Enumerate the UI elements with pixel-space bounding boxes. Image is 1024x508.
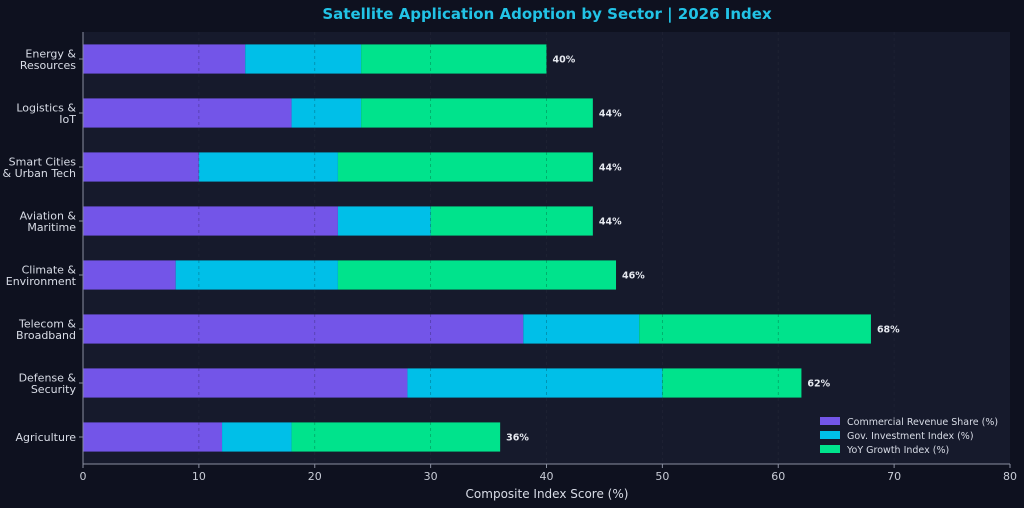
legend-swatch (820, 417, 840, 425)
labels: 0 10 20 30 40 50 60 70 80 40% Energy & Resources 44%… (3, 32, 1017, 483)
legend-label: Gov. Investment Index (%) (847, 431, 974, 442)
bar-segment (337, 206, 431, 236)
x-tick-label: 30 (424, 470, 438, 483)
bar-segment (245, 44, 362, 74)
legend-swatch (820, 431, 840, 439)
y-category-label: Logistics & IoT (16, 101, 76, 126)
bar-total-label: 46% (622, 271, 645, 282)
bar-segment (662, 368, 802, 398)
x-tick-label: 40 (540, 470, 554, 483)
bar-segment (291, 422, 501, 452)
legend: Commercial Revenue Share (%) Gov. Investm… (820, 417, 998, 456)
bar-total-label: 62% (807, 379, 830, 390)
bar-segment (430, 206, 593, 236)
chart-title: Satellite Application Adoption by Sector… (322, 5, 772, 24)
x-tick-label: 60 (771, 470, 785, 483)
x-axis-title: Composite Index Score (%) (466, 487, 629, 501)
bar-segment (337, 260, 617, 290)
y-category-label: Defense & Security (19, 371, 77, 396)
bar-segment (83, 314, 524, 344)
bar-segment (291, 98, 362, 128)
bar-segment (523, 314, 640, 344)
y-category-label: Smart Cities & Urban Tech (3, 155, 77, 180)
x-tick-label: 50 (655, 470, 669, 483)
bar-segment (198, 152, 338, 182)
bar-total-label: 36% (506, 433, 529, 444)
bar-segment (361, 98, 593, 128)
bar-total-label: 40% (553, 55, 576, 66)
bar-segment (83, 98, 292, 128)
bar-total-label: 44% (599, 217, 622, 228)
x-tick-label: 80 (1003, 470, 1017, 483)
y-category-label: Energy & Resources (20, 47, 77, 72)
y-category-label: Agriculture (16, 431, 77, 444)
y-category-label: Climate & Environment (6, 263, 77, 288)
x-tick-label: 20 (308, 470, 322, 483)
bar-segment (639, 314, 871, 344)
bar-segment (83, 206, 338, 236)
bar-total-label: 44% (599, 163, 622, 174)
legend-label: YoY Growth Index (%) (846, 445, 949, 456)
legend-label: Commercial Revenue Share (%) (847, 417, 998, 428)
bar-total-label: 68% (877, 325, 900, 336)
bar-segment (83, 152, 199, 182)
bar-segment (83, 422, 223, 452)
y-category-label: Telecom & Broadband (16, 317, 76, 342)
bar-segment (361, 44, 547, 74)
bar-segment (83, 260, 176, 290)
bar-segment (175, 260, 338, 290)
x-tick-label: 10 (192, 470, 206, 483)
legend-swatch (820, 445, 840, 453)
bar-segment (222, 422, 292, 452)
bars (83, 44, 871, 452)
x-tick-label: 0 (80, 470, 87, 483)
bar-segment (83, 368, 408, 398)
bar-segment (83, 44, 246, 74)
x-tick-label: 70 (887, 470, 901, 483)
bar-segment (407, 368, 663, 398)
bar-total-label: 44% (599, 109, 622, 120)
y-category-label: Aviation & Maritime (20, 209, 77, 234)
bar-segment (337, 152, 593, 182)
bar-grid-overlay (198, 32, 895, 464)
